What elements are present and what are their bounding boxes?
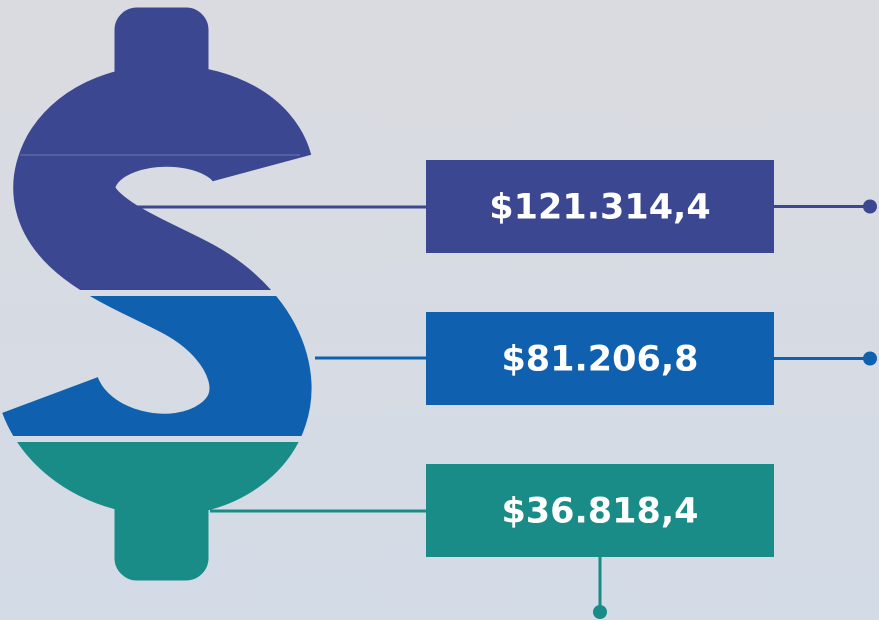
- value-box: [426, 160, 774, 253]
- connector-dot: [863, 199, 877, 214]
- value-label: $81.206,8: [501, 340, 698, 380]
- dollar-icon: [50, 8, 262, 580]
- connector-dot: [863, 351, 877, 366]
- value-label: $121.314,4: [489, 188, 710, 228]
- value-box: [426, 312, 774, 405]
- value-rows: $121.314,4 $81.206,8 $36.818,4: [125, 160, 877, 619]
- connector-dot: [593, 605, 607, 619]
- value-label: $36.818,4: [501, 492, 698, 532]
- value-box: [426, 464, 774, 557]
